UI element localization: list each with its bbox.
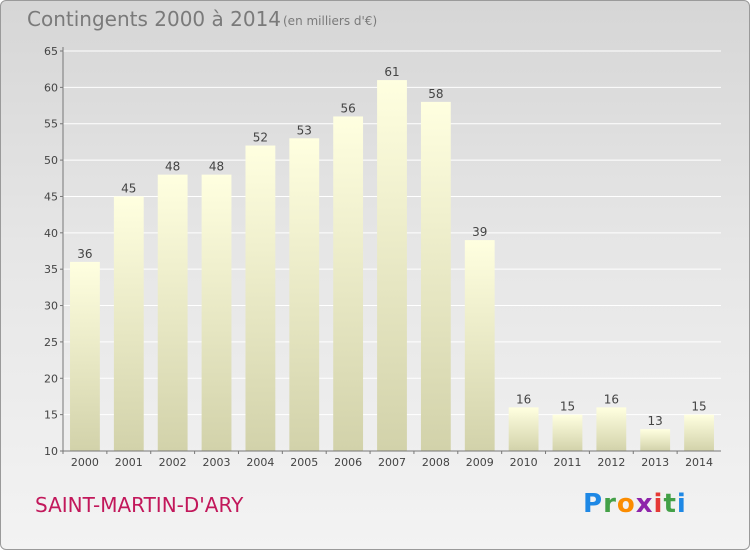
bar [70,261,100,451]
data-label: 39 [472,225,487,239]
chart-title: Contingents 2000 à 2014 [27,7,282,31]
data-label: 61 [384,65,399,79]
bar [289,138,320,452]
x-tick-label: 2004 [246,456,274,469]
data-label: 15 [560,400,575,414]
x-tick-label: 2010 [510,456,538,469]
commune-name: SAINT-MARTIN-D'ARY [35,493,244,517]
bar [377,80,407,451]
data-label: 45 [121,181,136,195]
y-tick-label: 30 [44,300,58,313]
bar [333,116,364,452]
x-tick-label: 2011 [553,456,581,469]
x-tick-label: 2014 [685,456,713,469]
x-tick-label: 2002 [159,456,187,469]
data-label: 15 [691,400,706,414]
bar [113,196,144,451]
x-tick-label: 2005 [290,456,318,469]
y-tick-label: 45 [44,190,58,203]
data-label: 36 [77,247,92,261]
data-label: 48 [209,160,224,174]
bar [464,240,495,451]
y-tick-label: 20 [44,372,58,385]
data-label: 48 [165,160,180,174]
y-tick-label: 65 [44,45,58,58]
axes: 10 15 20 25 30 35 40 45 50 55 60 65 2000 2001 2002 2003… [44,45,721,469]
bar [640,429,671,451]
y-tick-label: 15 [44,409,58,422]
y-tick-label: 60 [44,81,58,94]
x-tick-label: 2012 [597,456,625,469]
proxiti-logo: Proxiti [583,489,687,519]
data-label: 52 [253,131,268,145]
y-tick-label: 10 [44,445,58,458]
x-tick-label: 2006 [334,456,362,469]
bars: 36 45 48 48 52 53 56 61 58 39 16 15 16 13 15 [70,65,714,452]
bar [684,414,714,451]
chart-subtitle: (en milliers d'€) [283,14,378,28]
y-tick-label: 50 [44,154,58,167]
bar [245,145,276,451]
x-tick-label: 2009 [466,456,494,469]
bar [157,174,188,452]
x-tick-label: 2000 [71,456,99,469]
data-label: 58 [428,87,443,101]
data-label: 56 [340,101,355,115]
x-tick-label: 2008 [422,456,450,469]
data-label: 53 [297,123,312,137]
data-label: 16 [516,392,531,406]
bar [420,101,451,451]
bar [201,174,232,452]
y-tick-label: 35 [44,263,58,276]
data-label: 16 [604,392,619,406]
bar [552,414,583,451]
y-tick-label: 40 [44,227,58,240]
x-tick-label: 2013 [641,456,669,469]
bar [596,407,627,451]
bar [508,407,539,451]
x-tick-label: 2001 [115,456,143,469]
x-tick-label: 2007 [378,456,406,469]
data-label: 13 [648,414,663,428]
y-tick-label: 55 [44,118,58,131]
x-tick-label: 2003 [203,456,231,469]
y-tick-label: 25 [44,336,58,349]
